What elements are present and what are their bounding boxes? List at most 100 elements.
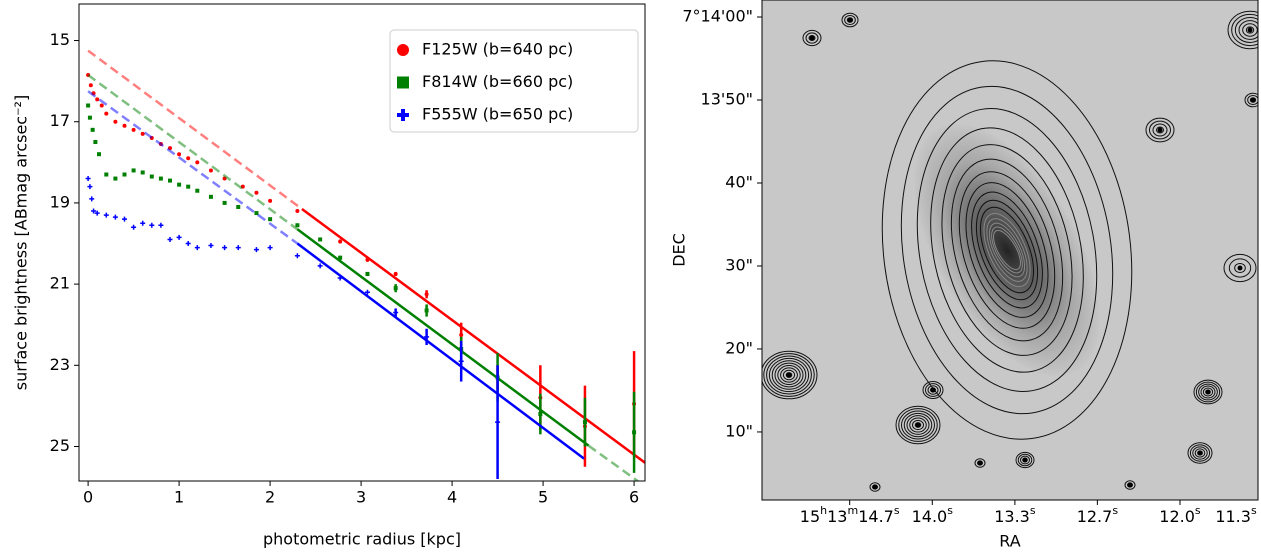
star-core xyxy=(809,35,815,41)
point xyxy=(458,358,464,364)
contour xyxy=(895,405,941,445)
point xyxy=(176,234,182,240)
star-core xyxy=(1197,450,1203,456)
point xyxy=(149,174,154,179)
point xyxy=(121,216,127,222)
point xyxy=(318,237,323,242)
point xyxy=(177,182,182,187)
star-core xyxy=(1157,127,1163,133)
point xyxy=(103,212,109,218)
point xyxy=(122,172,127,177)
point xyxy=(424,334,430,340)
fit-line xyxy=(296,242,585,460)
point xyxy=(95,97,100,102)
x-tick-label: 12.7s xyxy=(1077,504,1119,526)
contour xyxy=(1238,20,1258,40)
x-tick-label: 3 xyxy=(356,488,366,507)
y-tick-label: 19 xyxy=(50,192,70,211)
point xyxy=(167,236,173,242)
contour xyxy=(762,350,818,400)
point xyxy=(149,222,155,228)
legend-marker xyxy=(397,76,409,89)
contour xyxy=(1194,448,1206,458)
point xyxy=(268,198,273,203)
point xyxy=(393,286,398,291)
contour xyxy=(927,385,939,395)
y-tick-label: 40" xyxy=(725,172,753,191)
contour xyxy=(1223,253,1257,283)
x-tick-label: 11.3s xyxy=(1215,504,1257,526)
contour xyxy=(901,410,935,440)
point xyxy=(235,245,241,251)
contour xyxy=(1202,387,1214,397)
contour xyxy=(766,355,812,395)
point xyxy=(317,263,323,269)
point xyxy=(158,176,163,181)
point xyxy=(113,176,118,181)
point xyxy=(186,184,191,189)
contour xyxy=(979,206,1035,294)
contour xyxy=(900,85,1114,415)
contour xyxy=(1198,383,1218,401)
point xyxy=(177,152,182,157)
point xyxy=(112,214,118,220)
contour xyxy=(1156,126,1164,134)
point xyxy=(393,310,399,316)
contour xyxy=(925,383,941,397)
point xyxy=(338,255,343,260)
contour xyxy=(771,360,807,390)
contour xyxy=(805,32,819,44)
contour xyxy=(1124,480,1136,490)
point xyxy=(254,211,259,216)
point xyxy=(97,152,102,157)
legend-marker xyxy=(397,44,409,56)
point xyxy=(236,204,241,209)
contour xyxy=(1020,455,1030,465)
x-axis-label: photometric radius [kpc] xyxy=(263,530,461,549)
contour xyxy=(844,14,856,26)
star-core xyxy=(872,484,878,490)
star-core xyxy=(1127,482,1133,488)
y-axis-label: surface brightness [ABmag arcsec⁻²] xyxy=(12,95,31,390)
fit-line xyxy=(87,74,299,231)
star-core xyxy=(1022,457,1028,463)
x-axis-label: RA xyxy=(999,532,1020,551)
fit-line xyxy=(301,208,645,464)
point xyxy=(295,223,300,228)
point xyxy=(208,243,214,249)
x-tick-label: 1 xyxy=(174,488,184,507)
contour xyxy=(916,108,1098,392)
y-tick-label: 10" xyxy=(725,421,753,440)
contour xyxy=(869,482,881,492)
point xyxy=(122,123,127,128)
contour xyxy=(950,158,1064,342)
contour xyxy=(971,191,1043,309)
contour xyxy=(922,381,944,399)
x-tick-label: 5 xyxy=(538,488,548,507)
contour xyxy=(1149,120,1171,140)
point xyxy=(393,271,398,276)
legend-box xyxy=(389,29,639,133)
point xyxy=(632,430,637,435)
point xyxy=(90,127,95,132)
contour xyxy=(1192,446,1208,460)
star-core xyxy=(1250,97,1256,103)
contour xyxy=(763,353,815,397)
contour xyxy=(1193,379,1223,405)
x-tick-label: 12.0s xyxy=(1159,504,1201,526)
point xyxy=(254,190,259,195)
image-area xyxy=(762,0,1258,500)
fit-line xyxy=(587,444,640,481)
contour xyxy=(1187,442,1213,464)
point xyxy=(104,172,109,177)
star-core xyxy=(1247,27,1253,33)
point xyxy=(365,271,370,276)
fit-line xyxy=(296,228,590,447)
contour xyxy=(1200,385,1216,399)
star-core xyxy=(977,460,983,466)
x-tick-label: 15h13m14.7s xyxy=(800,504,900,526)
contour xyxy=(983,212,1031,288)
point xyxy=(195,160,200,165)
point xyxy=(87,115,92,120)
